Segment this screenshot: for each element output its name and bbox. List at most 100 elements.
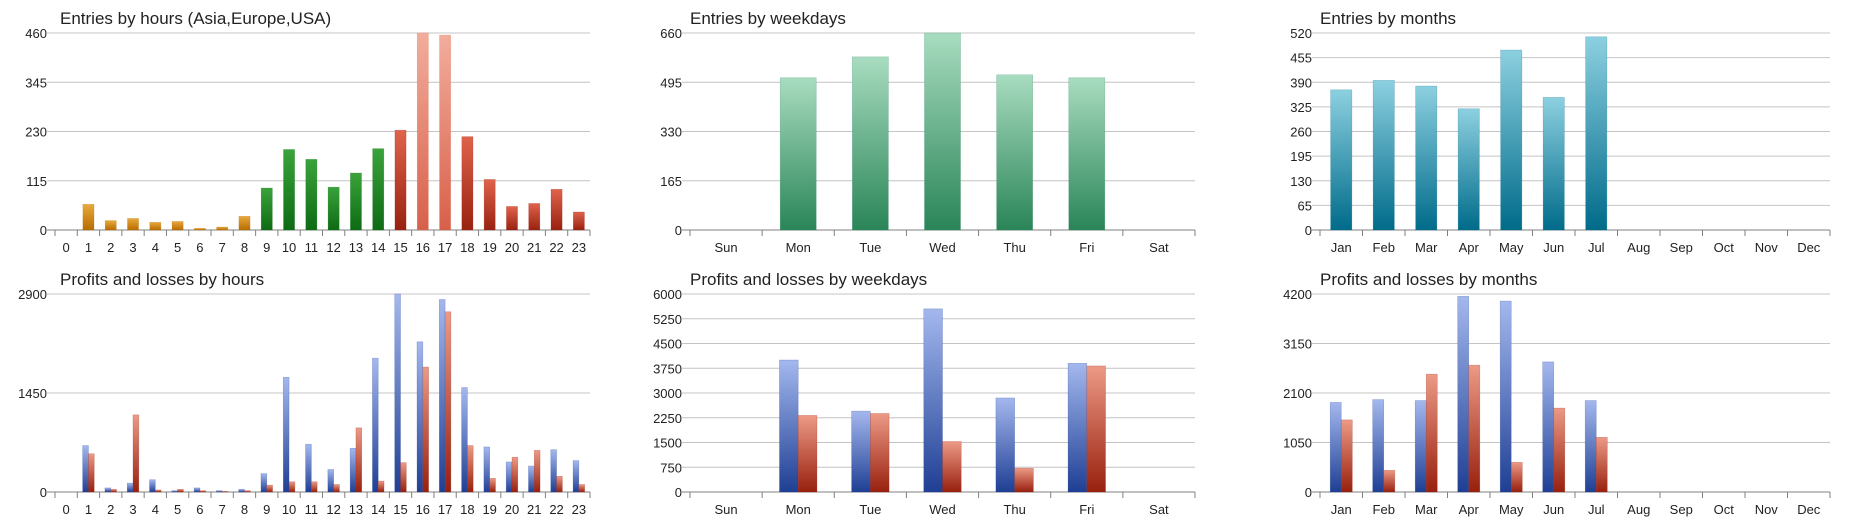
x-tick-label: 7 <box>219 240 226 255</box>
profit-bar-fri <box>1067 362 1088 493</box>
bar-16 <box>416 32 429 231</box>
profit-bar-mar <box>1414 400 1427 493</box>
x-tick-label: 15 <box>393 502 407 517</box>
y-tick-label: 2100 <box>1283 386 1312 401</box>
x-tick-label: Mar <box>1415 240 1438 255</box>
x-tick-label: 8 <box>241 240 248 255</box>
profit-bar-feb <box>1372 399 1385 493</box>
x-tick-label: Mon <box>786 240 811 255</box>
x-tick-label: Dec <box>1797 240 1821 255</box>
x-tick-label: 19 <box>482 502 496 517</box>
chart-pl-weekdays: Profits and losses by weekdays 0 750 1500 22… <box>653 270 1196 517</box>
x-tick-label: 1 <box>85 240 92 255</box>
y-tick-label: 4500 <box>653 337 682 352</box>
x-tick-label: 11 <box>305 240 319 255</box>
bar-feb <box>1372 80 1395 231</box>
x-tick-label: Oct <box>1714 240 1735 255</box>
x-tick-label: Nov <box>1755 502 1779 517</box>
bar-jul <box>1585 36 1608 231</box>
x-tick-label: 9 <box>263 240 270 255</box>
bar-22 <box>550 189 563 231</box>
x-tick-label: Dec <box>1797 502 1821 517</box>
profit-bar-10 <box>282 376 290 493</box>
x-tick-label: 14 <box>371 502 385 517</box>
x-tick-label: Jun <box>1543 502 1564 517</box>
loss-bar-1 <box>88 453 95 493</box>
bar-wed <box>924 32 961 231</box>
loss-bar-wed <box>942 441 962 493</box>
y-tick-label: 195 <box>1290 149 1312 164</box>
profit-bar-1 <box>82 445 89 493</box>
bar-9 <box>260 187 273 231</box>
y-tick-label: 750 <box>660 460 682 475</box>
y-tick-label: 1450 <box>18 386 47 401</box>
profit-bar-tue <box>851 410 871 493</box>
x-tick-label: 17 <box>438 240 452 255</box>
x-tick-label: 22 <box>549 240 563 255</box>
x-tick-label: 6 <box>196 240 203 255</box>
x-tick-label: 8 <box>241 502 248 517</box>
x-tick-label: 16 <box>416 502 430 517</box>
loss-bar-fri <box>1086 365 1106 493</box>
profit-bar-may <box>1499 300 1512 493</box>
x-tick-label: 12 <box>326 240 340 255</box>
bar-17 <box>439 34 451 231</box>
chart-pl-months: Profits and losses by months 0 1050 2100 315… <box>1283 270 1831 517</box>
x-tick-label: 4 <box>152 502 159 517</box>
x-tick-label: 2 <box>107 502 114 517</box>
x-tick-label: Sat <box>1149 502 1169 517</box>
chart-title: Entries by weekdays <box>690 9 846 28</box>
profit-bar-thu <box>995 397 1015 493</box>
x-tick-label: 11 <box>305 502 319 517</box>
x-tick-label: Sep <box>1670 240 1693 255</box>
loss-bar-5 <box>177 488 184 493</box>
y-tick-label: 230 <box>25 125 47 140</box>
loss-bar-10 <box>288 481 296 493</box>
profit-bar-16 <box>416 341 424 493</box>
x-tick-label: May <box>1499 240 1524 255</box>
profit-bar-17 <box>439 299 446 493</box>
bar-14 <box>372 148 385 231</box>
y-tick-label: 130 <box>1290 174 1312 189</box>
y-tick-label: 660 <box>660 26 682 41</box>
x-tick-label: 17 <box>438 502 452 517</box>
x-tick-label: 1 <box>85 502 92 517</box>
loss-bar-4 <box>155 489 162 493</box>
x-tick-label: 15 <box>393 240 407 255</box>
x-tick-label: 16 <box>416 240 430 255</box>
y-tick-label: 330 <box>660 125 682 140</box>
loss-bar-7 <box>221 491 229 493</box>
y-tick-label: 0 <box>40 485 47 500</box>
profit-bar-2 <box>104 487 112 493</box>
bar-may <box>1500 49 1523 231</box>
x-tick-label: 20 <box>505 240 519 255</box>
loss-bar-9 <box>266 484 273 493</box>
loss-bar-18 <box>467 445 474 493</box>
x-tick-label: Tue <box>859 502 881 517</box>
y-tick-label: 260 <box>1290 125 1312 140</box>
y-tick-label: 6000 <box>653 287 682 302</box>
y-tick-label: 0 <box>1305 485 1312 500</box>
chart-title: Profits and losses by hours <box>60 270 264 289</box>
x-tick-label: Sun <box>715 502 738 517</box>
profit-bar-7 <box>216 490 223 493</box>
bar-2 <box>104 220 117 231</box>
profit-bar-19 <box>483 446 490 493</box>
x-tick-label: 12 <box>326 502 340 517</box>
bar-23 <box>572 211 585 231</box>
x-tick-label: May <box>1499 502 1524 517</box>
loss-bar-11 <box>311 481 318 493</box>
x-tick-label: 13 <box>349 240 363 255</box>
y-tick-label: 0 <box>40 223 47 238</box>
loss-bar-jan <box>1340 419 1353 493</box>
y-tick-label: 2900 <box>18 287 47 302</box>
x-tick-label: Thu <box>1003 502 1025 517</box>
x-tick-label: 4 <box>152 240 159 255</box>
loss-bar-6 <box>199 490 206 493</box>
x-tick-label: 0 <box>63 502 70 517</box>
x-tick-label: Oct <box>1714 502 1735 517</box>
loss-bar-20 <box>511 456 519 493</box>
chart-title: Entries by months <box>1320 9 1456 28</box>
bar-1 <box>82 204 95 231</box>
x-tick-label: 18 <box>460 240 474 255</box>
